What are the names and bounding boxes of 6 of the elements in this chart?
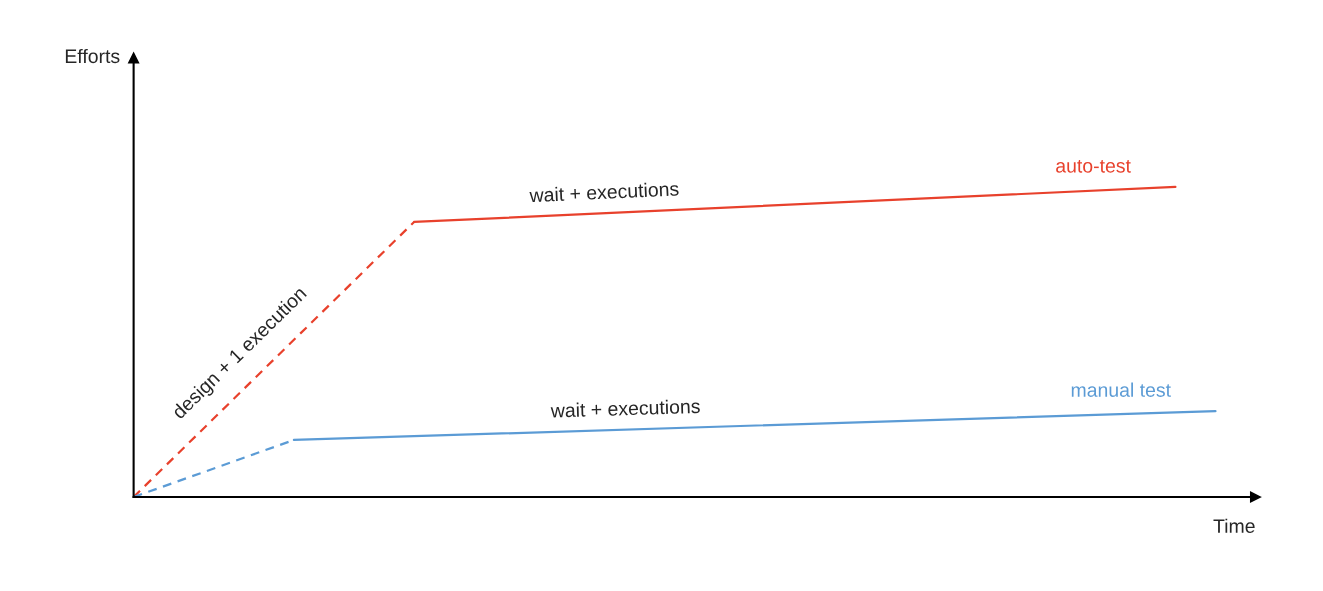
x-axis-title: Time xyxy=(1213,518,1255,533)
series-label: manual test xyxy=(1071,382,1171,397)
annotation: wait + executions xyxy=(529,181,679,203)
series-label: auto-test xyxy=(1056,159,1131,173)
annotation: wait + executions xyxy=(550,398,700,418)
text: Efforts xyxy=(65,48,120,64)
